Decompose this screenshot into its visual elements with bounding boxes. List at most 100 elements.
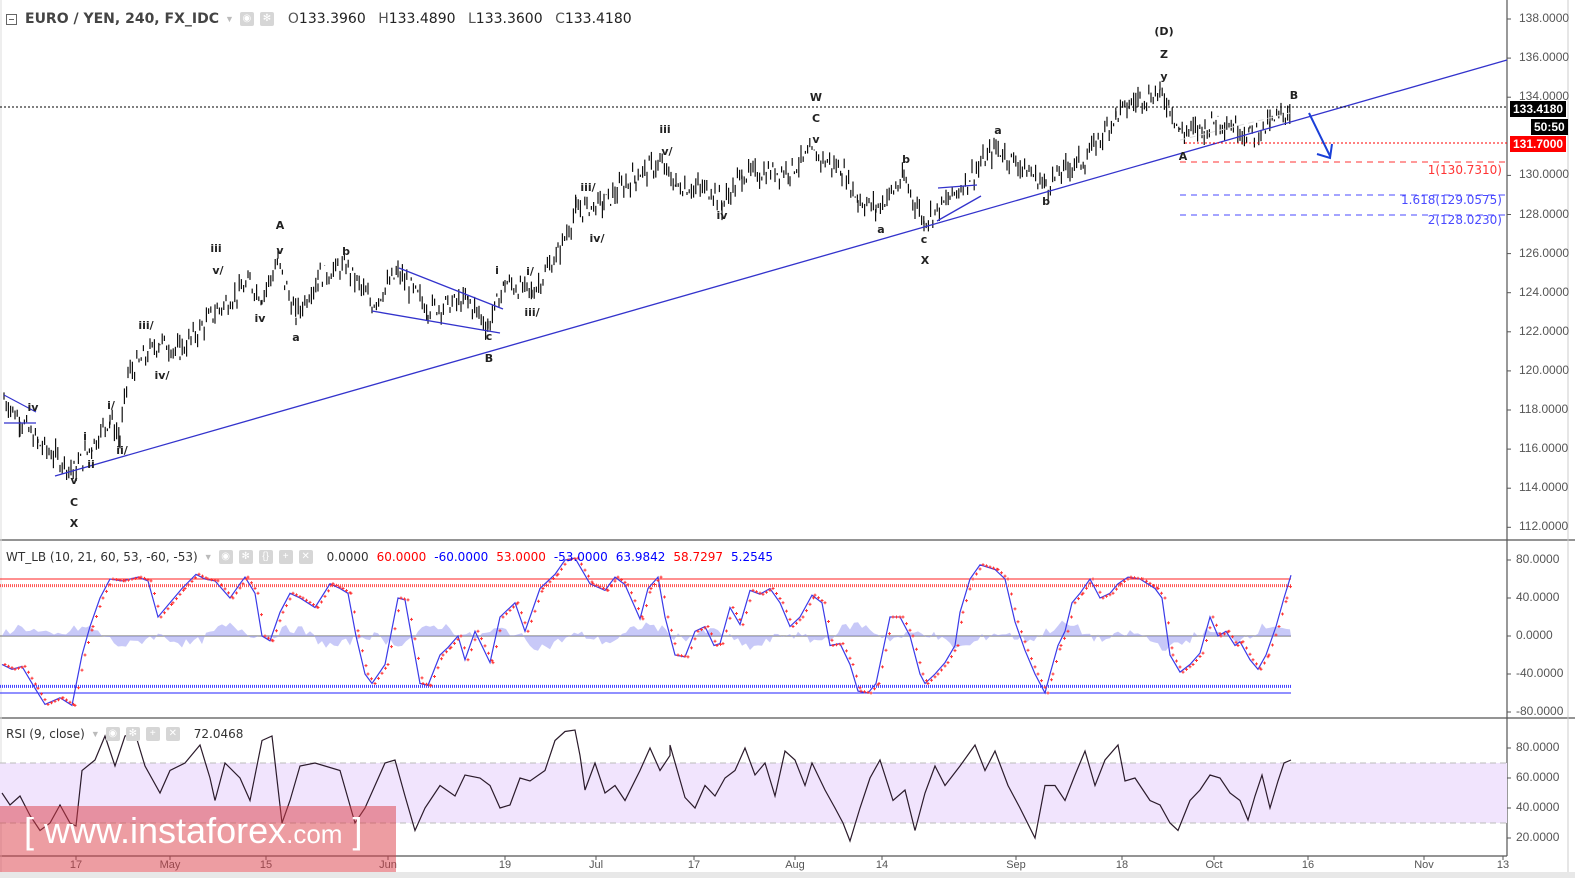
close-label: C [555, 11, 565, 27]
wt-value: 0.0000 [326, 550, 369, 564]
price-tick-label: 116.0000 [1519, 441, 1569, 456]
wt-value: -60.0000 [434, 550, 489, 564]
rsi-tick-label: 60.0000 [1516, 770, 1560, 784]
wedge-upper [398, 267, 504, 310]
fib-level-label: 2(128.0230) [1427, 213, 1502, 227]
low-value: 133.3600 [475, 11, 543, 27]
close-icon[interactable]: ✕ [165, 727, 180, 741]
price-tick-label: 120.0000 [1519, 362, 1570, 377]
price-tick-label: 126.0000 [1519, 245, 1570, 260]
wt-value: 58.7297 [673, 550, 724, 564]
time-tick-label: Oct [1205, 859, 1223, 871]
low-label: L [467, 11, 476, 27]
wave-label: (D) [1154, 25, 1174, 38]
price-tick-label: 134.0000 [1519, 89, 1570, 104]
wave-label: v/ [212, 264, 224, 277]
wave-label: v [276, 244, 284, 257]
wave-label: C [811, 112, 821, 125]
wt-legend: WT_LB (10, 21, 60, 53, -60, -53) ▼ ◉ ✻ {… [6, 549, 773, 564]
wave-label: iv/ [154, 369, 170, 382]
rsi-tick-label: 80.0000 [1516, 740, 1560, 754]
wave-label: iii [210, 242, 222, 255]
wave-label: A [1178, 150, 1188, 163]
wave-label: i [83, 430, 87, 443]
price-tick-label: 128.0000 [1519, 206, 1570, 221]
wt-value: -53.0000 [553, 550, 608, 564]
price-tick-label: 122.0000 [1519, 323, 1570, 338]
watermark-domain: www.instaforex [34, 810, 287, 851]
watermark-suffix: .com [286, 819, 343, 849]
wt-tick-label: 0.0000 [1516, 628, 1553, 642]
eye-icon[interactable]: ◉ [218, 549, 233, 564]
watermark-bracket-open: [ [24, 810, 35, 851]
rsi-line [1, 729, 1292, 843]
wave-label: X [920, 254, 930, 267]
source-code-icon[interactable]: {} [258, 549, 273, 564]
chevron-down-icon[interactable]: ▼ [224, 14, 234, 24]
wave-label: a [877, 223, 885, 236]
time-tick-label: Nov [1414, 859, 1434, 871]
eye-icon[interactable]: ◉ [105, 727, 120, 741]
rsi-tick-label: 20.0000 [1516, 830, 1560, 844]
eye-icon[interactable]: ◉ [239, 12, 254, 26]
wave-label: i/ [107, 399, 115, 412]
wave-label: v [812, 133, 820, 146]
main-legend: EURO / YEN, 240, FX_IDC ▼ ◉ ✻ O133.3960 … [6, 11, 632, 27]
plus-icon[interactable]: + [278, 549, 293, 564]
time-tick-label: 19 [498, 859, 512, 871]
wt-tick-label: -40.0000 [1516, 666, 1564, 680]
rsi-tick-label: 40.0000 [1516, 800, 1560, 814]
wave-label: iv/ [589, 232, 605, 245]
projection-arrow [1308, 112, 1331, 157]
rsi-value: 72.0468 [193, 727, 244, 741]
high-value: 133.4890 [388, 11, 456, 27]
wt-values: 0.0000 60.0000 -60.0000 53.0000 -53.0000 63.9… [319, 549, 773, 564]
gear-icon[interactable]: ✻ [125, 727, 140, 741]
wave-label: c [485, 330, 493, 343]
time-tick-label: Jul [588, 859, 604, 871]
wt-tick-label: -80.0000 [1516, 704, 1564, 718]
wt2-markers [3, 556, 1292, 707]
price-tick-label: 136.0000 [1519, 50, 1570, 65]
rsi-title[interactable]: RSI (9, close) [6, 727, 85, 741]
wave-label: i [495, 264, 499, 277]
collapse-icon[interactable] [6, 13, 17, 25]
plus-icon[interactable]: + [145, 727, 160, 741]
high-label: H [378, 11, 389, 27]
close-icon[interactable]: ✕ [298, 549, 313, 564]
wt-value: 60.0000 [376, 550, 427, 564]
rsi-legend: RSI (9, close) ▼ ◉ ✻ + ✕ 72.0468 [6, 727, 243, 741]
chevron-down-icon[interactable]: ▼ [90, 729, 100, 739]
wave-label: iii [659, 123, 671, 136]
wave-label: iii/ [138, 319, 154, 332]
price-tick-label: 118.0000 [1519, 402, 1569, 416]
wave-label: B [484, 352, 494, 365]
wave-label: iii/ [524, 306, 540, 319]
chevron-down-icon[interactable]: ▼ [203, 551, 213, 562]
price-tick-label: 138.0000 [1519, 11, 1570, 25]
wave-label: A [275, 219, 285, 232]
wave-label: iv [254, 312, 266, 325]
wave-label: C [69, 496, 79, 509]
time-tick-label: 13 [1496, 859, 1510, 871]
time-tick-label: 14 [875, 859, 889, 871]
wt-title[interactable]: WT_LB (10, 21, 60, 53, -60, -53) [6, 549, 198, 564]
symbol-title[interactable]: EURO / YEN, 240, FX_IDC [25, 11, 219, 27]
time-tick-label: 18 [1115, 859, 1129, 871]
wave-label: y [1160, 70, 1168, 83]
time-tick-label: Sep [1006, 859, 1026, 871]
watermark-text: [ www.instaforex.com ] [24, 810, 362, 852]
wave-label: W [809, 91, 823, 104]
trendline [54, 59, 1508, 477]
gear-icon[interactable]: ✻ [238, 549, 253, 564]
gear-icon[interactable]: ✻ [259, 12, 274, 26]
wt-histogram [2, 620, 1291, 651]
wave-label: b [1042, 195, 1050, 208]
wt-value: 53.0000 [496, 550, 546, 564]
wave-label: c [920, 233, 928, 246]
bottom-strip [0, 872, 1575, 878]
time-tick-label: 17 [687, 859, 701, 871]
wedge-lower [371, 310, 501, 334]
